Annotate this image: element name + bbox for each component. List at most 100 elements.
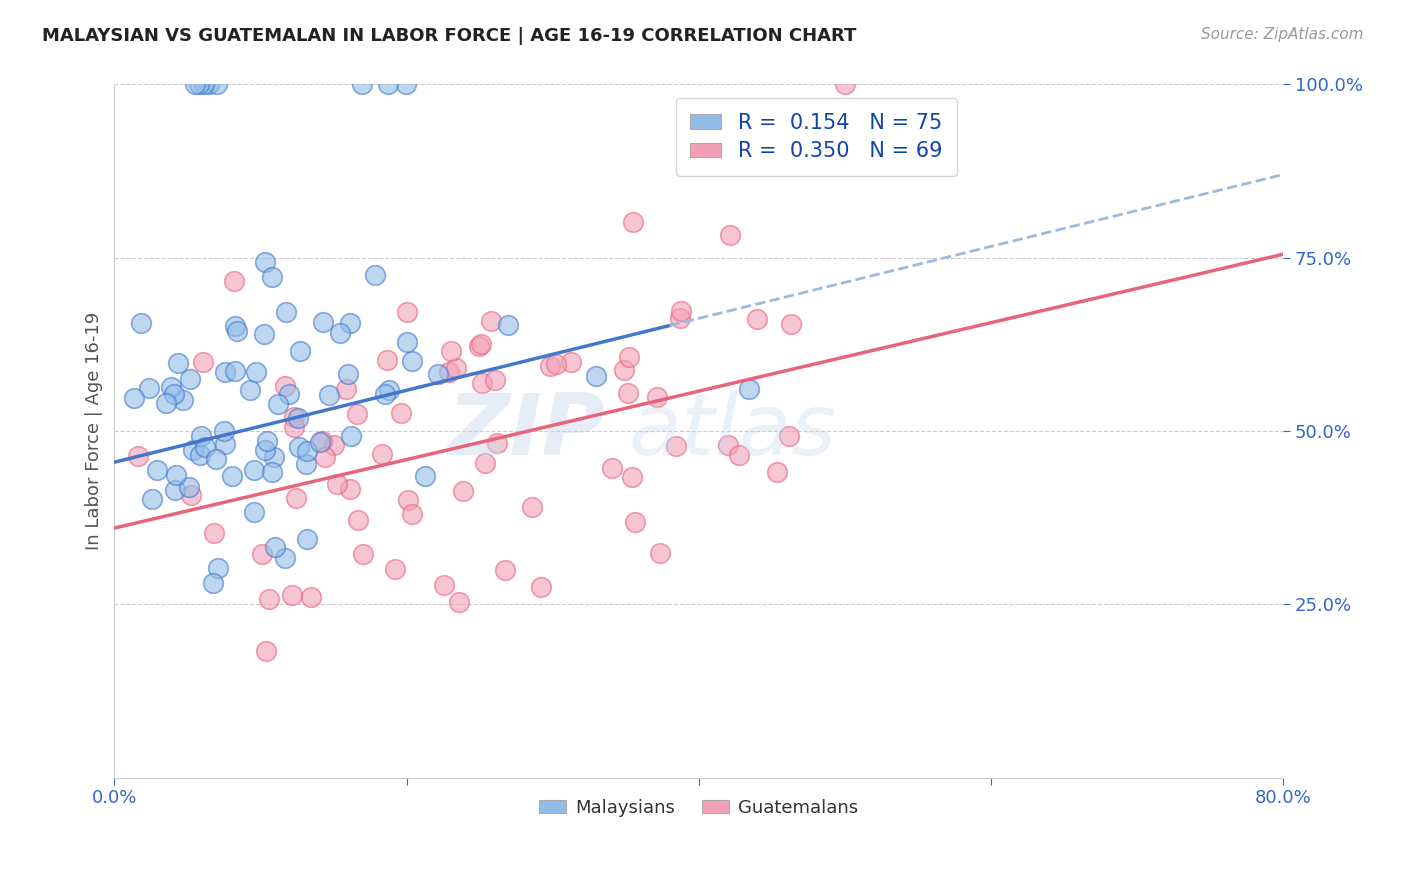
Point — [254, 442, 277, 457]
Point — [221, 469, 243, 483]
Point — [288, 440, 311, 454]
Point — [718, 227, 741, 242]
Point — [165, 483, 187, 497]
Point — [600, 461, 623, 475]
Point — [138, 380, 160, 394]
Text: atlas: atlas — [628, 390, 837, 473]
Point — [295, 444, 318, 458]
Point — [197, 78, 219, 92]
Point — [520, 500, 543, 515]
Point — [378, 383, 401, 397]
Point — [257, 591, 280, 606]
Point — [484, 373, 506, 387]
Point — [277, 387, 299, 401]
Point — [834, 78, 856, 92]
Text: ZIP: ZIP — [447, 390, 605, 473]
Point — [621, 469, 644, 483]
Point — [172, 393, 194, 408]
Point — [544, 357, 567, 371]
Point — [252, 326, 274, 341]
Point — [256, 434, 278, 449]
Point — [352, 547, 374, 561]
Point — [426, 367, 449, 381]
Point — [617, 386, 640, 401]
Point — [470, 337, 492, 351]
Point — [329, 326, 352, 340]
Point — [254, 255, 277, 269]
Point — [224, 274, 246, 288]
Point — [326, 477, 349, 491]
Point — [339, 482, 361, 496]
Point — [188, 448, 211, 462]
Point — [187, 78, 209, 92]
Point — [384, 562, 406, 576]
Point — [648, 546, 671, 560]
Point — [613, 363, 636, 377]
Point — [396, 305, 419, 319]
Point — [468, 339, 491, 353]
Point — [665, 439, 688, 453]
Point — [184, 78, 207, 92]
Point — [449, 594, 471, 608]
Point — [207, 561, 229, 575]
Point — [283, 420, 305, 434]
Point — [389, 406, 412, 420]
Point — [274, 551, 297, 566]
Text: MALAYSIAN VS GUATEMALAN IN LABOR FORCE | AGE 16-19 CORRELATION CHART: MALAYSIAN VS GUATEMALAN IN LABOR FORCE |… — [42, 27, 856, 45]
Point — [669, 311, 692, 326]
Point — [264, 540, 287, 554]
Point — [193, 355, 215, 369]
Point — [263, 450, 285, 464]
Point — [160, 380, 183, 394]
Point — [179, 480, 201, 494]
Point — [129, 316, 152, 330]
Point — [669, 304, 692, 318]
Point — [778, 428, 800, 442]
Point — [364, 268, 387, 282]
Point — [494, 563, 516, 577]
Point — [745, 312, 768, 326]
Point — [141, 492, 163, 507]
Point — [243, 463, 266, 477]
Point — [311, 434, 333, 448]
Point — [395, 78, 418, 92]
Point — [433, 578, 456, 592]
Text: Source: ZipAtlas.com: Source: ZipAtlas.com — [1201, 27, 1364, 42]
Point — [538, 359, 561, 373]
Point — [314, 450, 336, 464]
Point — [619, 350, 641, 364]
Point — [299, 591, 322, 605]
Point — [245, 365, 267, 379]
Point — [224, 364, 246, 378]
Point — [530, 580, 553, 594]
Point — [339, 317, 361, 331]
Point — [262, 269, 284, 284]
Point — [401, 353, 423, 368]
Point — [585, 368, 607, 383]
Point — [309, 435, 332, 450]
Point — [122, 391, 145, 405]
Legend: Malaysians, Guatemalans: Malaysians, Guatemalans — [531, 791, 866, 824]
Point — [486, 436, 509, 450]
Point — [274, 379, 297, 393]
Point — [262, 465, 284, 479]
Point — [437, 365, 460, 379]
Point — [266, 397, 288, 411]
Point — [283, 410, 305, 425]
Point — [181, 443, 204, 458]
Point — [451, 483, 474, 498]
Point — [281, 588, 304, 602]
Point — [335, 382, 357, 396]
Point — [371, 447, 394, 461]
Point — [318, 388, 340, 402]
Point — [155, 396, 177, 410]
Point — [225, 324, 247, 338]
Point — [276, 305, 298, 319]
Point — [167, 356, 190, 370]
Point — [254, 644, 277, 658]
Point — [738, 382, 761, 396]
Point — [146, 463, 169, 477]
Point — [165, 468, 187, 483]
Point — [214, 436, 236, 450]
Point — [377, 78, 399, 92]
